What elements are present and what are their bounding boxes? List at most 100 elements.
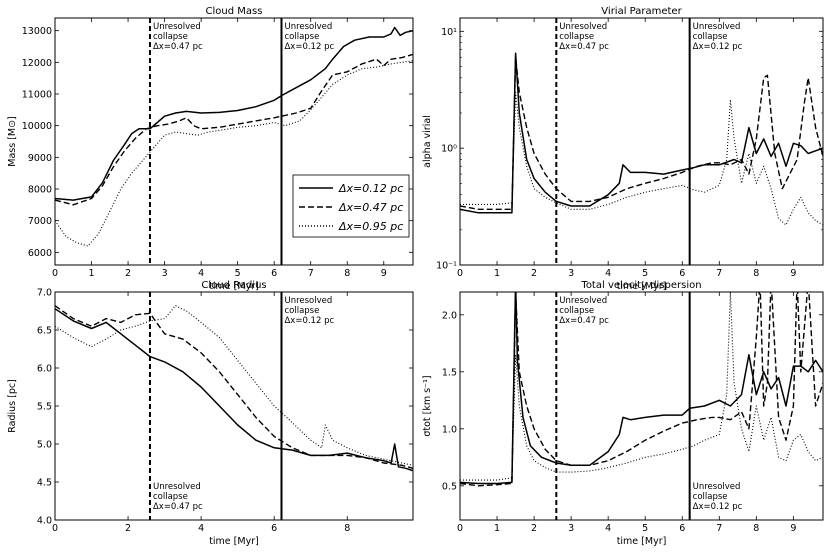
- legend-entry: Δx=0.95 pc: [338, 220, 403, 233]
- x-tick-label: 0: [52, 268, 58, 279]
- x-tick-label: 2: [125, 523, 131, 534]
- x-tick-label: 3: [568, 268, 574, 279]
- collapse-annotation: collapse: [153, 32, 188, 42]
- collapse-annotation: Δx=0.12 pc: [693, 42, 743, 52]
- x-tick-label: 4: [198, 268, 204, 279]
- x-tick-label: 1: [494, 268, 500, 279]
- collapse-annotation: Δx=0.47 pc: [559, 316, 609, 326]
- y-tick-label: 13000: [22, 26, 52, 37]
- legend-box: [292, 174, 410, 238]
- collapse-annotation: Unresolved: [153, 22, 201, 32]
- series-line-solid: [55, 308, 413, 472]
- series-line-dashed: [55, 53, 413, 206]
- collapse-annotation: collapse: [559, 32, 594, 42]
- y-axis-label: alpha virial: [422, 115, 433, 168]
- collapse-annotation: collapse: [559, 306, 594, 316]
- collapse-annotation: Unresolved: [153, 482, 201, 492]
- x-tick-label: 0: [457, 268, 463, 279]
- collapse-annotation: collapse: [153, 492, 188, 502]
- y-tick-label: 5.5: [37, 402, 52, 413]
- series-line-dotted: [460, 91, 823, 226]
- x-tick-label: 9: [790, 268, 796, 279]
- x-tick-label: 5: [235, 268, 241, 279]
- collapse-annotation: collapse: [693, 492, 728, 502]
- x-tick-label: 8: [753, 268, 759, 279]
- series-line-dashed: [460, 292, 823, 487]
- series-line-dashed: [460, 56, 823, 210]
- y-tick-label: 8000: [28, 185, 52, 196]
- x-tick-label: 6: [271, 523, 277, 534]
- panel-veldisp: Total velocity dispersion 0 1 2 3 4 5 6 7 8 9 0.5 1.…: [422, 280, 824, 547]
- x-tick-label: 4: [605, 523, 611, 534]
- x-tick-label: 9: [790, 523, 796, 534]
- x-tick-label: 7: [716, 268, 722, 279]
- x-tick-label: 6: [679, 268, 685, 279]
- x-tick-label: 3: [162, 268, 168, 279]
- x-axis-label: time [Myr]: [617, 536, 667, 547]
- y-tick-label: 5.0: [37, 440, 52, 451]
- collapse-annotation: Unresolved: [693, 22, 741, 32]
- collapse-annotation: Unresolved: [693, 482, 741, 492]
- x-tick-label: 6: [271, 268, 277, 279]
- collapse-annotation: Unresolved: [284, 296, 332, 306]
- x-axis-label: time [Myr]: [209, 536, 259, 547]
- y-tick-label: 10¹: [441, 27, 457, 38]
- y-tick-label: 7000: [28, 216, 52, 227]
- x-tick-label: 5: [642, 268, 648, 279]
- x-axis-label: time [Myr]: [209, 281, 259, 292]
- series-line-solid: [55, 26, 413, 201]
- panel-radius: Cloud Radius 0 2 4 6 8 4.0 4.5 5.0 5.5 6.0 6.5 7.0 ti…: [7, 280, 414, 547]
- x-tick-label: 4: [605, 268, 611, 279]
- x-tick-label: 0: [457, 523, 463, 534]
- x-tick-label: 5: [642, 523, 648, 534]
- axes-frame: [54, 291, 414, 521]
- x-tick-label: 8: [753, 523, 759, 534]
- legend-entry: Δx=0.47 pc: [338, 201, 403, 214]
- y-tick-label: 12000: [22, 58, 52, 69]
- x-tick-label: 4: [198, 523, 204, 534]
- chart-title: Cloud Mass: [206, 6, 263, 17]
- y-tick-label: 11000: [22, 90, 52, 101]
- y-tick-label: 7.0: [37, 288, 52, 299]
- y-tick-label: 4.5: [37, 478, 52, 489]
- chart-title: Cloud Radius: [201, 280, 266, 291]
- legend-entry: Δx=0.12 pc: [338, 182, 403, 195]
- collapse-annotation: collapse: [693, 32, 728, 42]
- panel-virial: Virial Parameter 0 1 2 3 4 5 6 7 8 9 10⁻¹ 10⁰ 10¹ time…: [422, 6, 824, 292]
- y-tick-label: 10⁻¹: [436, 261, 457, 272]
- x-tick-label: 2: [125, 268, 131, 279]
- x-tick-label: 1: [89, 268, 95, 279]
- axes-frame: [54, 17, 414, 266]
- x-tick-label: 8: [344, 268, 350, 279]
- x-tick-label: 8: [344, 523, 350, 534]
- x-axis-label: time [Myr]: [617, 281, 667, 292]
- series-line-dotted: [460, 292, 823, 481]
- collapse-annotation: Δx=0.12 pc: [693, 502, 743, 512]
- axes-frame: [459, 291, 824, 521]
- chart-title: Total velocity dispersion: [580, 280, 701, 291]
- y-tick-label: 1.0: [442, 424, 457, 435]
- x-tick-label: 9: [381, 268, 387, 279]
- series-line-solid: [460, 52, 823, 214]
- collapse-annotation: collapse: [284, 306, 319, 316]
- axes-frame: [459, 17, 824, 266]
- collapse-annotation: collapse: [284, 32, 319, 42]
- x-tick-label: 7: [308, 268, 314, 279]
- series-line-solid: [460, 292, 823, 485]
- x-tick-label: 0: [52, 523, 58, 534]
- y-tick-label: 6.5: [37, 326, 52, 337]
- y-tick-label: 6000: [28, 248, 52, 259]
- collapse-annotation: Δx=0.47 pc: [153, 502, 203, 512]
- collapse-annotation: Δx=0.47 pc: [559, 42, 609, 52]
- x-tick-label: 2: [531, 268, 537, 279]
- collapse-annotation: Δx=0.12 pc: [284, 42, 334, 52]
- collapse-annotation: Unresolved: [559, 296, 607, 306]
- collapse-annotation: Unresolved: [559, 22, 607, 32]
- y-tick-label: 4.0: [37, 516, 52, 527]
- x-tick-label: 1: [494, 523, 500, 534]
- collapse-annotation: Δx=0.12 pc: [284, 316, 334, 326]
- x-tick-label: 7: [716, 523, 722, 534]
- y-axis-label: σtot [km s⁻¹]: [422, 375, 433, 436]
- collapse-annotation: Δx=0.47 pc: [153, 42, 203, 52]
